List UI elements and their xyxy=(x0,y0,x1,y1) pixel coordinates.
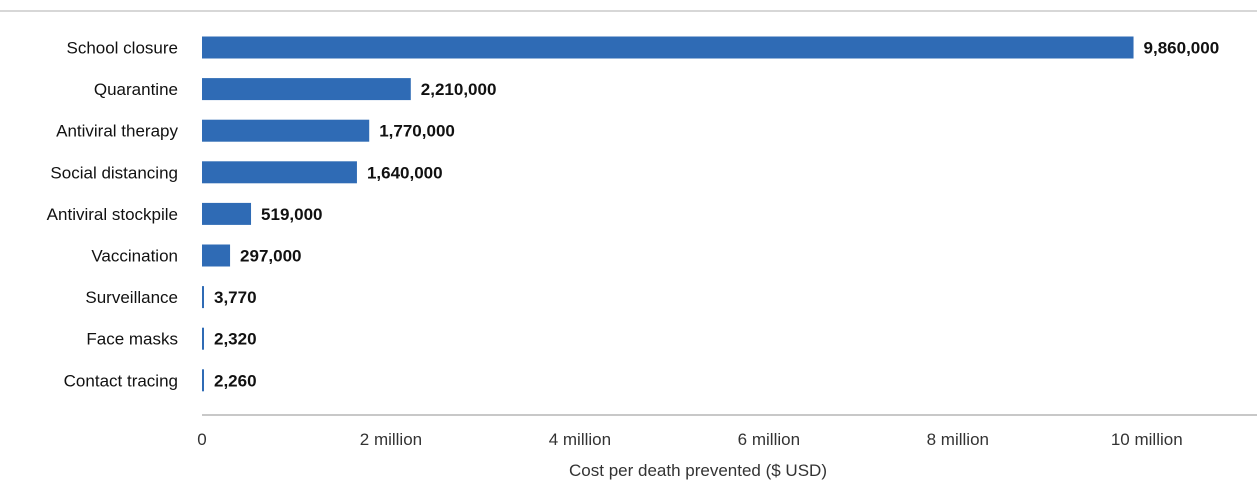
category-label: Antiviral therapy xyxy=(56,122,178,141)
category-label: Social distancing xyxy=(50,163,178,182)
value-label: 297,000 xyxy=(240,247,301,266)
category-label: School closure xyxy=(66,39,178,58)
bar-surveillance xyxy=(202,286,204,309)
bar-quarantine xyxy=(202,78,411,101)
bar-contact-tracing xyxy=(202,369,204,392)
bar-face-masks xyxy=(202,327,204,350)
bars-layer xyxy=(202,36,1134,392)
bar-school-closure xyxy=(202,36,1134,59)
category-label: Surveillance xyxy=(85,288,178,307)
value-label: 519,000 xyxy=(261,205,322,224)
value-label: 3,770 xyxy=(214,288,257,307)
category-label: Vaccination xyxy=(91,247,178,266)
value-label: 1,770,000 xyxy=(379,122,455,141)
value-labels: 9,860,000 2,210,000 1,770,000 1,640,000 519,… xyxy=(214,39,1219,391)
category-label: Contact tracing xyxy=(64,371,178,390)
x-tick-label: 0 xyxy=(197,430,206,449)
x-tick-label: 8 million xyxy=(927,430,989,449)
x-tick-label: 2 million xyxy=(360,430,422,449)
x-axis-ticks: 0 2 million 4 million 6 million 8 million 10 … xyxy=(197,430,1182,449)
x-tick-label: 4 million xyxy=(549,430,611,449)
value-label: 9,860,000 xyxy=(1144,39,1220,58)
bar-antiviral-stockpile xyxy=(202,202,252,225)
value-label: 2,210,000 xyxy=(421,80,497,99)
bar-antiviral-therapy xyxy=(202,119,370,142)
value-label: 1,640,000 xyxy=(367,163,443,182)
value-label: 2,260 xyxy=(214,371,257,390)
bar-social-distancing xyxy=(202,161,357,184)
category-label: Antiviral stockpile xyxy=(47,205,178,224)
top-divider xyxy=(0,10,1257,12)
x-axis-title: Cost per death prevented ($ USD) xyxy=(569,461,827,480)
category-labels: School closure Quarantine Antiviral therap… xyxy=(47,39,179,391)
x-tick-label: 6 million xyxy=(738,430,800,449)
category-label: Face masks xyxy=(86,330,178,349)
value-label: 2,320 xyxy=(214,330,257,349)
bar-vaccination xyxy=(202,244,231,267)
category-label: Quarantine xyxy=(94,80,178,99)
x-tick-label: 10 million xyxy=(1111,430,1183,449)
